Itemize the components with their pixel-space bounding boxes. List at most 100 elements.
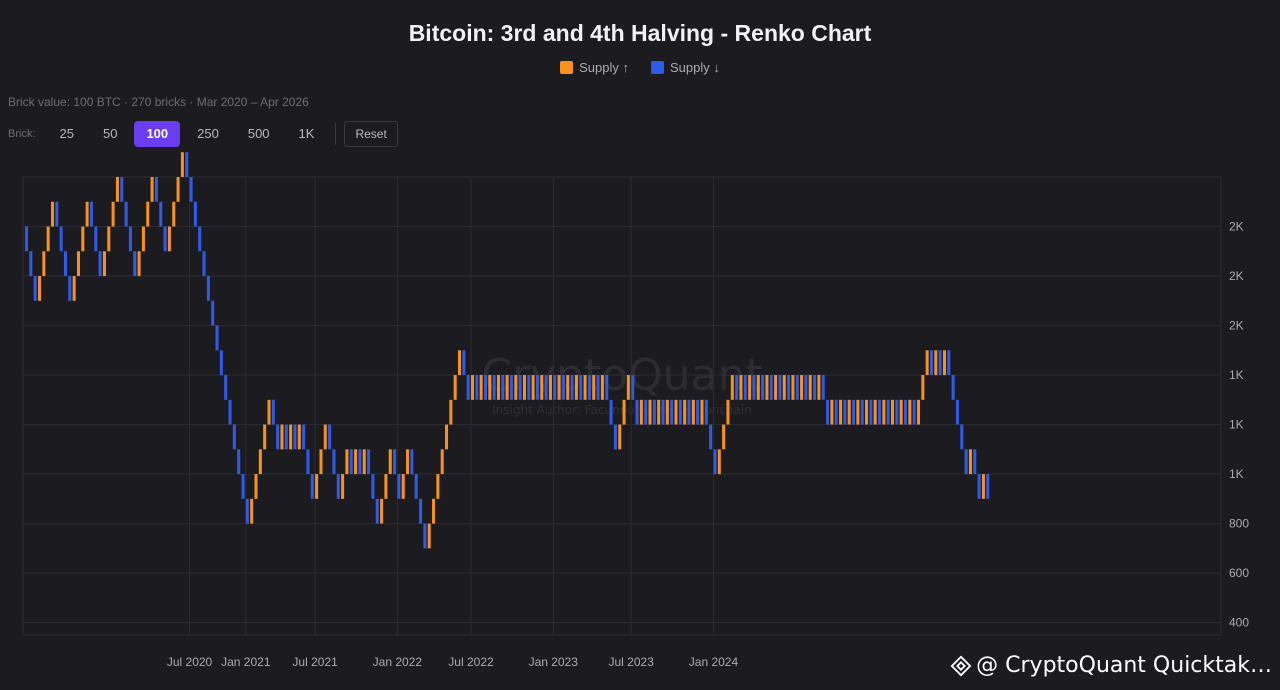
- renko-brick-up[interactable]: [176, 177, 180, 202]
- renko-brick-up[interactable]: [531, 375, 535, 400]
- renko-brick-up[interactable]: [76, 251, 80, 277]
- renko-brick-down[interactable]: [544, 375, 548, 400]
- renko-brick-down[interactable]: [912, 399, 916, 425]
- renko-brick-down[interactable]: [163, 226, 167, 252]
- renko-brick-down[interactable]: [302, 424, 306, 450]
- renko-brick-up[interactable]: [717, 449, 721, 475]
- renko-brick-up[interactable]: [882, 399, 886, 425]
- renko-brick-down[interactable]: [878, 399, 882, 425]
- renko-brick-up[interactable]: [146, 201, 150, 227]
- renko-brick-down[interactable]: [929, 350, 933, 376]
- renko-brick-up[interactable]: [626, 375, 630, 400]
- renko-brick-down[interactable]: [371, 474, 375, 499]
- renko-brick-down[interactable]: [787, 375, 791, 400]
- renko-brick-up[interactable]: [42, 251, 46, 277]
- renko-brick-up[interactable]: [934, 350, 938, 376]
- renko-brick-down[interactable]: [306, 449, 310, 475]
- renko-brick-down[interactable]: [63, 251, 67, 277]
- renko-brick-up[interactable]: [50, 201, 55, 227]
- renko-brick-down[interactable]: [232, 424, 236, 450]
- renko-brick-up[interactable]: [505, 375, 509, 400]
- renko-brick-up[interactable]: [406, 449, 410, 475]
- renko-brick-up[interactable]: [254, 474, 258, 499]
- renko-brick-down[interactable]: [964, 449, 968, 475]
- renko-brick-down[interactable]: [25, 226, 29, 252]
- renko-brick-up[interactable]: [921, 375, 925, 400]
- renko-brick-up[interactable]: [968, 449, 972, 475]
- renko-brick-up[interactable]: [401, 474, 405, 499]
- renko-brick-down[interactable]: [419, 498, 423, 524]
- renko-brick-up[interactable]: [622, 399, 626, 425]
- renko-brick-down[interactable]: [128, 226, 132, 252]
- renko-brick-up[interactable]: [388, 449, 392, 475]
- renko-brick-down[interactable]: [951, 375, 955, 400]
- renko-brick-up[interactable]: [683, 399, 687, 425]
- renko-brick-down[interactable]: [375, 498, 379, 524]
- renko-brick-up[interactable]: [440, 449, 444, 475]
- renko-brick-down[interactable]: [198, 226, 202, 252]
- renko-brick-up[interactable]: [427, 523, 431, 549]
- renko-brick-down[interactable]: [211, 300, 215, 326]
- renko-brick-up[interactable]: [496, 375, 500, 400]
- renko-brick-down[interactable]: [349, 449, 353, 475]
- renko-brick-up[interactable]: [436, 474, 440, 499]
- renko-brick-down[interactable]: [159, 201, 163, 227]
- renko-brick-up[interactable]: [748, 375, 752, 400]
- renko-brick-down[interactable]: [33, 276, 37, 301]
- renko-brick-down[interactable]: [483, 375, 488, 400]
- renko-brick-down[interactable]: [120, 177, 124, 202]
- renko-brick-down[interactable]: [492, 375, 496, 400]
- renko-brick-up[interactable]: [916, 399, 921, 425]
- renko-brick-up[interactable]: [791, 375, 795, 400]
- brick-option-250[interactable]: 250: [197, 126, 219, 141]
- renko-brick-down[interactable]: [834, 399, 838, 425]
- renko-brick-down[interactable]: [743, 375, 747, 400]
- renko-brick-down[interactable]: [219, 350, 223, 376]
- renko-brick-up[interactable]: [522, 375, 526, 400]
- renko-brick-up[interactable]: [722, 424, 726, 450]
- renko-brick-down[interactable]: [652, 399, 656, 425]
- renko-brick-up[interactable]: [830, 399, 834, 425]
- renko-brick-up[interactable]: [618, 424, 622, 450]
- renko-brick-down[interactable]: [237, 449, 241, 475]
- renko-brick-down[interactable]: [860, 399, 864, 425]
- renko-brick-down[interactable]: [938, 350, 942, 376]
- renko-brick-up[interactable]: [600, 375, 604, 400]
- renko-brick-up[interactable]: [765, 375, 769, 400]
- legend-item-supply-down[interactable]: Supply ↓: [651, 60, 720, 75]
- renko-brick-up[interactable]: [449, 399, 453, 425]
- renko-brick-up[interactable]: [319, 449, 323, 475]
- renko-brick-down[interactable]: [193, 201, 197, 227]
- renko-brick-down[interactable]: [154, 177, 158, 202]
- renko-brick-down[interactable]: [605, 375, 609, 400]
- renko-brick-down[interactable]: [228, 399, 232, 425]
- renko-brick-up[interactable]: [756, 375, 760, 400]
- renko-brick-up[interactable]: [891, 399, 895, 425]
- renko-brick-up[interactable]: [384, 474, 388, 499]
- renko-brick-down[interactable]: [55, 201, 59, 227]
- renko-brick-down[interactable]: [423, 523, 427, 549]
- renko-brick-down[interactable]: [570, 375, 574, 400]
- renko-brick-down[interactable]: [68, 276, 72, 301]
- renko-brick-up[interactable]: [341, 474, 345, 499]
- renko-brick-down[interactable]: [769, 375, 773, 400]
- renko-brick-down[interactable]: [185, 152, 189, 177]
- renko-brick-up[interactable]: [856, 399, 860, 425]
- renko-brick-down[interactable]: [466, 375, 470, 400]
- renko-brick-up[interactable]: [81, 226, 85, 252]
- renko-brick-down[interactable]: [310, 474, 314, 499]
- renko-brick-down[interactable]: [986, 474, 990, 499]
- renko-brick-down[interactable]: [713, 449, 717, 475]
- renko-brick-up[interactable]: [380, 498, 384, 524]
- renko-brick-down[interactable]: [59, 226, 63, 252]
- renko-brick-down[interactable]: [955, 399, 959, 425]
- renko-brick-up[interactable]: [700, 399, 704, 425]
- renko-brick-down[interactable]: [886, 399, 890, 425]
- renko-brick-down[interactable]: [587, 375, 591, 400]
- renko-brick-down[interactable]: [709, 424, 713, 450]
- renko-brick-up[interactable]: [808, 375, 812, 400]
- renko-brick-up[interactable]: [557, 375, 561, 400]
- renko-brick-down[interactable]: [631, 375, 635, 400]
- renko-brick-down[interactable]: [579, 375, 583, 400]
- renko-brick-up[interactable]: [263, 424, 267, 450]
